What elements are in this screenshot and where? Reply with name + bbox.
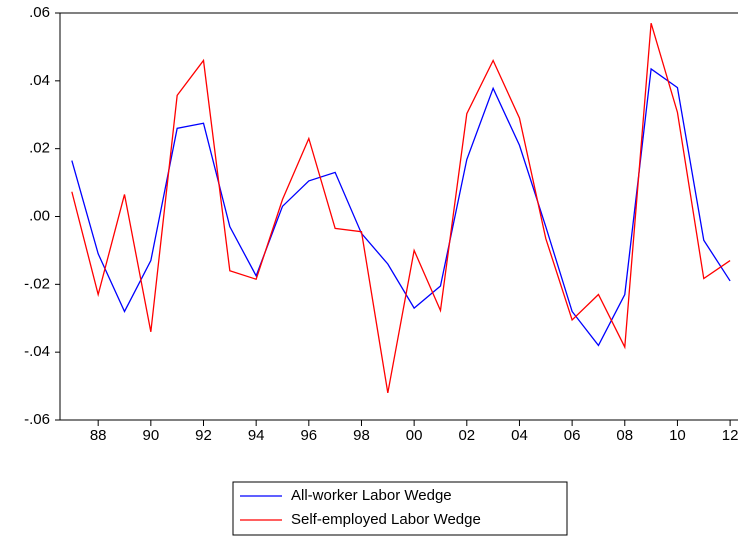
y-tick-label: .04 [29,72,50,89]
legend-label: All-worker Labor Wedge [291,487,452,504]
x-tick-label: 88 [90,427,107,444]
y-tick-label: .06 [29,4,50,21]
legend-box [232,481,568,536]
series-line [71,67,731,347]
x-tick-label: 10 [669,427,686,444]
legend-label: Self-employed Labor Wedge [291,511,481,528]
series-line [71,22,731,393]
y-tick-label: .02 [29,140,50,157]
y-tick-label: -.02 [24,275,50,292]
x-tick-label: 08 [616,427,633,444]
y-tick-label: -.04 [24,343,50,360]
x-tick-label: 06 [564,427,581,444]
x-tick-label: 00 [406,427,423,444]
x-tick-label: 02 [458,427,475,444]
x-tick-label: 96 [300,427,317,444]
x-tick-label: 90 [142,427,159,444]
y-tick-label: .00 [29,207,50,224]
x-tick-label: 94 [248,427,265,444]
x-tick-label: 98 [353,427,370,444]
x-tick-label: 92 [195,427,212,444]
x-tick-label: 04 [511,427,528,444]
x-tick-label: 12 [722,427,738,444]
y-tick-label: -.06 [24,411,50,428]
